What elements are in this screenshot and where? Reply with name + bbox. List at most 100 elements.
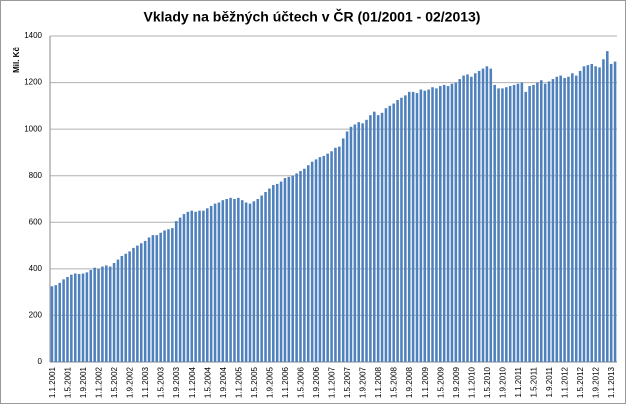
x-tick-label: 1.9.2007 [359,366,368,398]
x-tick-label: 1.9.2002 [126,366,135,398]
bar [73,273,77,362]
bar [108,266,112,362]
x-tick-label: 1.5.2001 [63,366,72,398]
bar [155,235,159,362]
bar [539,80,543,362]
bar [582,66,586,363]
bar [58,282,61,362]
bar [178,217,182,362]
bar [252,201,256,362]
bar [194,211,197,362]
y-axis-label: Mil. Kč [12,47,21,73]
bar [136,245,139,362]
bar [93,267,96,362]
bar [505,87,508,362]
bar [427,89,430,363]
bar [213,203,217,362]
bar [388,105,392,362]
bar [206,208,209,362]
bar [353,124,357,362]
bar [555,76,559,362]
x-tick-label: 1.9.2001 [79,366,88,398]
x-tick-label: 1.1.2004 [188,366,197,398]
x-tick-label: 1.1.2010 [467,366,476,398]
bar [105,265,108,362]
bar [543,83,547,362]
bar [365,119,368,362]
bar [101,266,104,362]
bar [349,126,353,362]
bar [532,84,535,363]
bar [516,83,520,362]
bar [524,91,528,362]
bar [209,205,213,362]
bar [303,168,306,362]
x-tick-label: 1.5.2002 [110,366,119,398]
bar [283,178,287,362]
bar [66,277,69,362]
bar [248,203,252,362]
bar [392,103,395,363]
bar [268,188,271,362]
x-tick-label: 1.1.2001 [48,366,57,398]
bar [116,259,120,362]
y-tick-label: 1200 [24,78,42,87]
y-tick-label: 1400 [24,31,42,40]
bar [574,75,578,362]
chart-title: Vklady na běžných účtech v ČR (01/2001 -… [144,8,481,25]
y-tick-label: 400 [29,264,43,273]
bar [190,210,194,362]
bar [338,146,341,362]
bar [411,91,415,362]
bar [423,90,427,362]
bar [186,211,190,362]
x-tick-label: 1.1.2009 [421,366,430,398]
x-tick-label: 1.5.2006 [296,366,305,398]
bar [606,51,609,363]
bar [407,91,411,362]
bar [182,214,186,362]
x-tick-label: 1.9.2009 [452,366,461,398]
bar [202,210,205,362]
bar [151,235,155,362]
bar [602,59,605,363]
x-tick-label: 1.5.2012 [576,366,585,398]
bar [132,247,135,362]
bar [221,200,225,362]
bar [334,147,337,362]
bar [295,173,298,362]
bar [609,63,613,362]
bar [446,86,450,363]
bar [50,286,54,362]
bar [466,74,469,363]
bar [435,88,438,363]
y-tick-label: 0 [38,357,43,366]
bar [493,84,496,363]
bar [264,192,267,362]
bar [147,237,151,362]
bar [547,81,551,363]
bar [306,165,310,362]
bar [244,202,248,362]
bar [470,76,473,362]
bar [590,63,594,362]
bar [481,68,485,362]
bar [563,77,566,363]
bar [62,279,65,362]
bar [217,202,221,362]
bar [314,159,318,362]
x-tick-label: 1.9.2008 [405,366,414,398]
x-tick-label: 1.5.2005 [250,366,259,398]
bar [501,88,504,363]
bar [229,197,232,362]
bar [85,272,89,362]
x-tick-label: 1.5.2011 [530,366,539,397]
bar [357,122,361,363]
bar [361,123,364,362]
x-tick-label: 1.9.2011 [545,366,554,397]
bar [240,200,244,362]
bar [330,151,333,362]
bar [489,68,493,362]
bar [237,197,240,362]
